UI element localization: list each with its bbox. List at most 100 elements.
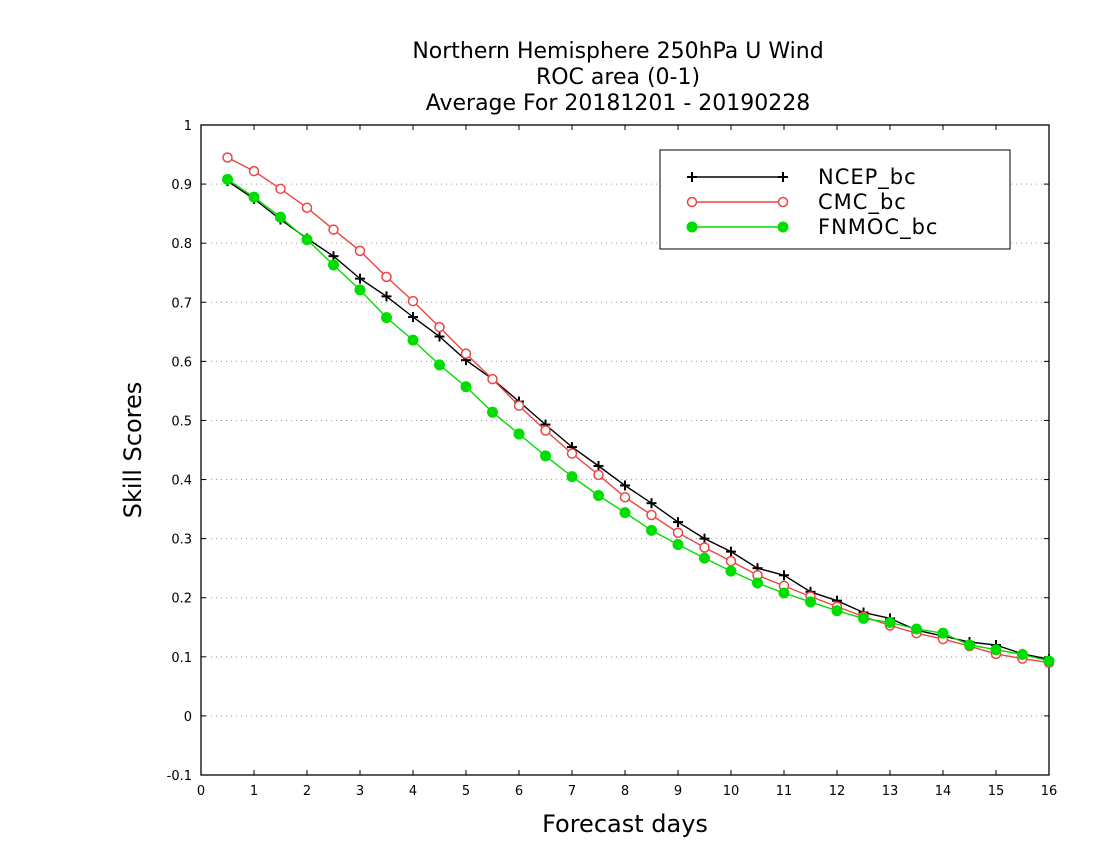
data-point [725, 565, 737, 577]
data-point [301, 234, 313, 246]
data-point [672, 539, 684, 551]
data-point [354, 245, 366, 257]
data-point [672, 527, 684, 538]
data-point [222, 173, 233, 185]
legend-label: CMC_bc [818, 190, 907, 215]
data-point [778, 587, 790, 599]
y-tick-label: 0.3 [171, 533, 192, 548]
data-point [328, 251, 339, 262]
y-tick-label: 0.5 [171, 414, 192, 429]
y-tick-label: 0.8 [171, 237, 192, 252]
x-tick-label: 14 [935, 784, 952, 799]
y-tick-label: 0.4 [171, 474, 192, 489]
data-point [990, 644, 1002, 656]
data-point [566, 448, 578, 459]
data-point [593, 460, 604, 471]
legend-marker [777, 196, 789, 208]
y-tick-label: 0.7 [171, 296, 192, 311]
data-point [381, 312, 392, 324]
x-tick-label: 3 [356, 784, 364, 799]
data-point [407, 334, 419, 346]
data-point [355, 273, 365, 284]
data-point [248, 191, 260, 203]
data-point [222, 152, 233, 163]
legend-marker [686, 196, 698, 208]
axis-ticks: -0.100.10.20.30.40.50.60.70.80.910 1 2 3 4 5 6… [167, 119, 1058, 799]
data-point [434, 359, 445, 371]
data-point [487, 406, 498, 418]
data-point [619, 492, 631, 503]
data-point [911, 623, 922, 635]
data-point [434, 331, 445, 342]
data-point [381, 271, 392, 283]
x-tick-label: 4 [409, 784, 417, 799]
legend-box [659, 149, 1011, 250]
data-point [858, 612, 869, 624]
data-point [275, 211, 286, 223]
data-point [275, 183, 286, 195]
data-point [884, 617, 896, 629]
x-tick-label: 16 [1041, 784, 1058, 799]
data-point [699, 533, 710, 544]
data-point [646, 524, 657, 536]
y-tick-label: 0.1 [171, 651, 192, 666]
data-point [540, 425, 551, 436]
x-tick-label: 10 [723, 784, 740, 799]
y-tick-label: 1 [184, 119, 192, 134]
data-point [328, 259, 339, 271]
data-point [407, 295, 419, 307]
legend-entry: FNMOC_bc [686, 215, 938, 240]
legend-marker [687, 172, 697, 182]
x-tick-label: 12 [829, 784, 846, 799]
x-tick-label: 8 [621, 784, 629, 799]
legend-label: NCEP_bc [818, 165, 917, 190]
data-point [328, 224, 339, 235]
data-point [354, 284, 366, 296]
data-point [726, 546, 736, 557]
data-point [805, 596, 816, 608]
data-point [434, 321, 445, 333]
x-tick-label: 9 [674, 784, 682, 799]
data-point [460, 381, 472, 393]
x-tick-label: 11 [776, 784, 793, 799]
data-point [673, 517, 683, 528]
data-point [1017, 648, 1028, 660]
data-point [1043, 655, 1055, 667]
legend-entry: CMC_bc [686, 190, 907, 215]
data-point [460, 348, 472, 359]
data-point [964, 639, 975, 651]
data-point [619, 507, 631, 519]
x-tick-label: 15 [988, 784, 1005, 799]
data-point [779, 570, 789, 581]
legend-label: FNMOC_bc [818, 215, 938, 240]
x-tick-label: 0 [197, 784, 205, 799]
data-point [593, 469, 604, 481]
data-point [513, 400, 525, 411]
x-tick-label: 13 [882, 784, 899, 799]
data-point [699, 552, 710, 564]
data-point [301, 202, 313, 213]
legend-entry: NCEP_bc [687, 165, 917, 190]
x-tick-label: 7 [568, 784, 576, 799]
data-point [540, 450, 551, 462]
title-line-2: ROC area (0-1) [536, 65, 700, 90]
title-line-1: Northern Hemisphere 250hPa U Wind [412, 39, 823, 64]
data-point [593, 490, 604, 501]
data-point [725, 555, 737, 567]
y-tick-label: 0.9 [171, 178, 192, 193]
data-point [646, 498, 657, 509]
data-point [831, 605, 843, 617]
x-tick-label: 5 [462, 784, 470, 799]
data-point [408, 312, 418, 323]
data-point [646, 509, 657, 521]
y-tick-label: 0.6 [171, 355, 192, 370]
y-tick-label: 0 [184, 710, 192, 725]
y-tick-label: 0.2 [171, 592, 192, 607]
x-tick-label: 1 [250, 784, 258, 799]
data-point [566, 471, 578, 483]
series-layer [222, 152, 1055, 668]
data-point [248, 165, 260, 177]
data-point [487, 373, 498, 385]
